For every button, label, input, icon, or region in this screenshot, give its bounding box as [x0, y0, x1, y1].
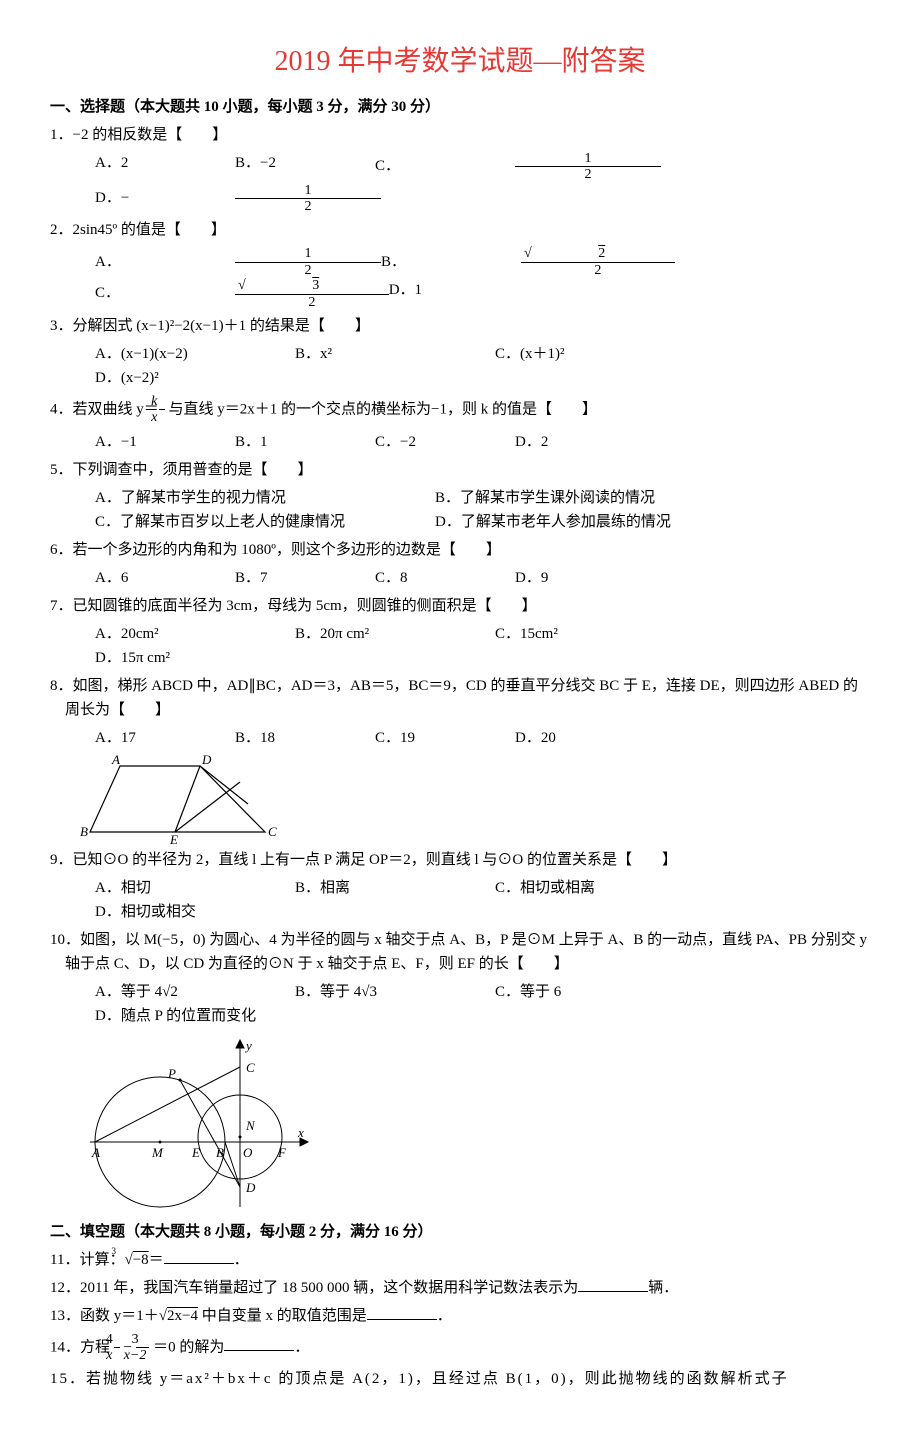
q1-C: C．12 — [375, 151, 661, 183]
q9-stem: 9．已知⊙O 的半径为 2，直线 l 上有一点 P 满足 OP＝2，则直线 l … — [50, 848, 870, 872]
q13: 13．函数 y＝1＋√2x−4 中自变量 x 的取值范围是． — [50, 1304, 870, 1328]
q8-options: A．17 B．18 C．19 D．20 — [50, 726, 870, 750]
q10-figure: A M E B O F P N C D x y — [80, 1032, 310, 1212]
q5-D: D．了解某市老年人参加晨练的情况 — [435, 510, 775, 534]
q5-stem: 5．下列调查中，须用普查的是【 】 — [50, 458, 870, 482]
label-y: y — [244, 1038, 252, 1053]
q13-blank — [367, 1304, 437, 1320]
q6-options: A．6 B．7 C．8 D．9 — [50, 566, 870, 590]
q10-D: D．随点 P 的位置而变化 — [95, 1004, 295, 1028]
q7-options: A．20cm² B．20π cm² C．15cm² D．15π cm² — [50, 622, 870, 670]
label-C2: C — [246, 1060, 255, 1075]
q2-B: B．√22 — [381, 246, 675, 278]
page-title: 2019 年中考数学试题—附答案 — [50, 40, 870, 85]
q8-D: D．20 — [515, 726, 655, 750]
q10-C: C．等于 6 — [495, 980, 695, 1004]
q9-A: A．相切 — [95, 876, 295, 900]
q4-stem: 4．若双曲线 y＝kx 与直线 y＝2x＋1 的一个交点的横坐标为−1，则 k … — [50, 394, 870, 426]
q6-C: C．8 — [375, 566, 515, 590]
q6-stem: 6．若一个多边形的内角和为 1080º，则这个多边形的边数是【 】 — [50, 538, 870, 562]
q8-A: A．17 — [95, 726, 235, 750]
q9-B: B．相离 — [295, 876, 495, 900]
q2-C: C．√32 — [95, 278, 389, 310]
label-O: O — [243, 1145, 253, 1160]
label-x: x — [297, 1125, 304, 1140]
q6-A: A．6 — [95, 566, 235, 590]
q8-B: B．18 — [235, 726, 375, 750]
q10-options: A．等于 4√2 B．等于 4√3 C．等于 6 D．随点 P 的位置而变化 — [50, 980, 870, 1028]
q4-A: A．−1 — [95, 430, 235, 454]
q4-B: B．1 — [235, 430, 375, 454]
q12-blank — [578, 1276, 648, 1292]
label-D2: D — [245, 1180, 256, 1195]
q2-stem: 2．2sin45º 的值是【 】 — [50, 218, 870, 242]
q8-figure: A D B C E — [80, 754, 280, 844]
q2-A: A．12 — [95, 246, 381, 278]
q10-A: A．等于 4√2 — [95, 980, 295, 1004]
q12: 12．2011 年，我国汽车销量超过了 18 500 000 辆，这个数据用科学… — [50, 1276, 870, 1300]
q6-D: D．9 — [515, 566, 655, 590]
label-P: P — [167, 1066, 176, 1081]
q11: 11．计算：3√−8＝． — [50, 1248, 870, 1272]
q11-blank — [164, 1248, 234, 1264]
q3-options: A．(x−1)(x−2) B．x² C．(x＋1)² D．(x−2)² — [50, 342, 870, 390]
q10-B: B．等于 4√3 — [295, 980, 495, 1004]
q5-A: A．了解某市学生的视力情况 — [95, 486, 435, 510]
q1-options: A．2 B．−2 C．12 D．−12 — [50, 151, 870, 215]
q3-A: A．(x−1)(x−2) — [95, 342, 295, 366]
q14-blank — [224, 1335, 294, 1351]
q10-stem: 10．如图，以 M(−5，0) 为圆心、4 为半径的圆与 x 轴交于点 A、B，… — [50, 928, 870, 976]
q4-options: A．−1 B．1 C．−2 D．2 — [50, 430, 870, 454]
q7-C: C．15cm² — [495, 622, 695, 646]
label-A2: A — [91, 1145, 100, 1160]
q7-A: A．20cm² — [95, 622, 295, 646]
q5-C: C．了解某市百岁以上老人的健康情况 — [95, 510, 435, 534]
section2-heading: 二、填空题（本大题共 8 小题，每小题 2 分，满分 16 分） — [50, 1220, 870, 1244]
q3-stem: 3．分解因式 (x−1)²−2(x−1)＋1 的结果是【 】 — [50, 314, 870, 338]
q9-C: C．相切或相离 — [495, 876, 695, 900]
q1-D: D．−12 — [95, 183, 381, 215]
q15: 15．若抛物线 y＝ax²＋bx＋c 的顶点是 A(2，1)，且经过点 B(1，… — [50, 1367, 870, 1391]
q9-D: D．相切或相交 — [95, 900, 295, 924]
label-C: C — [268, 824, 277, 839]
label-N: N — [245, 1118, 256, 1133]
q8-C: C．19 — [375, 726, 515, 750]
q4-C: C．−2 — [375, 430, 515, 454]
q6-B: B．7 — [235, 566, 375, 590]
section1-heading: 一、选择题（本大题共 10 小题，每小题 3 分，满分 30 分） — [50, 95, 870, 119]
q7-D: D．15π cm² — [95, 646, 295, 670]
label-M: M — [151, 1145, 164, 1160]
q2-D: D．1 — [389, 278, 529, 310]
label-B: B — [80, 824, 88, 839]
q2-options: A．12 B．√22 C．√32 D．1 — [50, 246, 870, 310]
q4-D: D．2 — [515, 430, 655, 454]
q3-D: D．(x−2)² — [95, 366, 295, 390]
label-F: F — [277, 1145, 287, 1160]
q1-stem: 1．−2 的相反数是【 】 — [50, 123, 870, 147]
q3-C: C．(x＋1)² — [495, 342, 695, 366]
label-B2: B — [216, 1145, 224, 1160]
label-E2: E — [191, 1145, 200, 1160]
q8-stem: 8．如图，梯形 ABCD 中，AD∥BC，AD＝3，AB＝5，BC＝9，CD 的… — [50, 674, 870, 722]
q9-options: A．相切 B．相离 C．相切或相离 D．相切或相交 — [50, 876, 870, 924]
q5-B: B．了解某市学生课外阅读的情况 — [435, 486, 775, 510]
label-E: E — [169, 832, 178, 844]
q7-stem: 7．已知圆锥的底面半径为 3cm，母线为 5cm，则圆锥的侧面积是【 】 — [50, 594, 870, 618]
q3-B: B．x² — [295, 342, 495, 366]
q5-options: A．了解某市学生的视力情况 B．了解某市学生课外阅读的情况 C．了解某市百岁以上… — [50, 486, 870, 534]
label-D: D — [201, 754, 212, 767]
q1-A: A．2 — [95, 151, 235, 183]
q1-B: B．−2 — [235, 151, 375, 183]
label-A: A — [111, 754, 120, 767]
q14: 14．方程 4x − 3x−2 ＝0 的解为． — [50, 1332, 870, 1364]
q7-B: B．20π cm² — [295, 622, 495, 646]
